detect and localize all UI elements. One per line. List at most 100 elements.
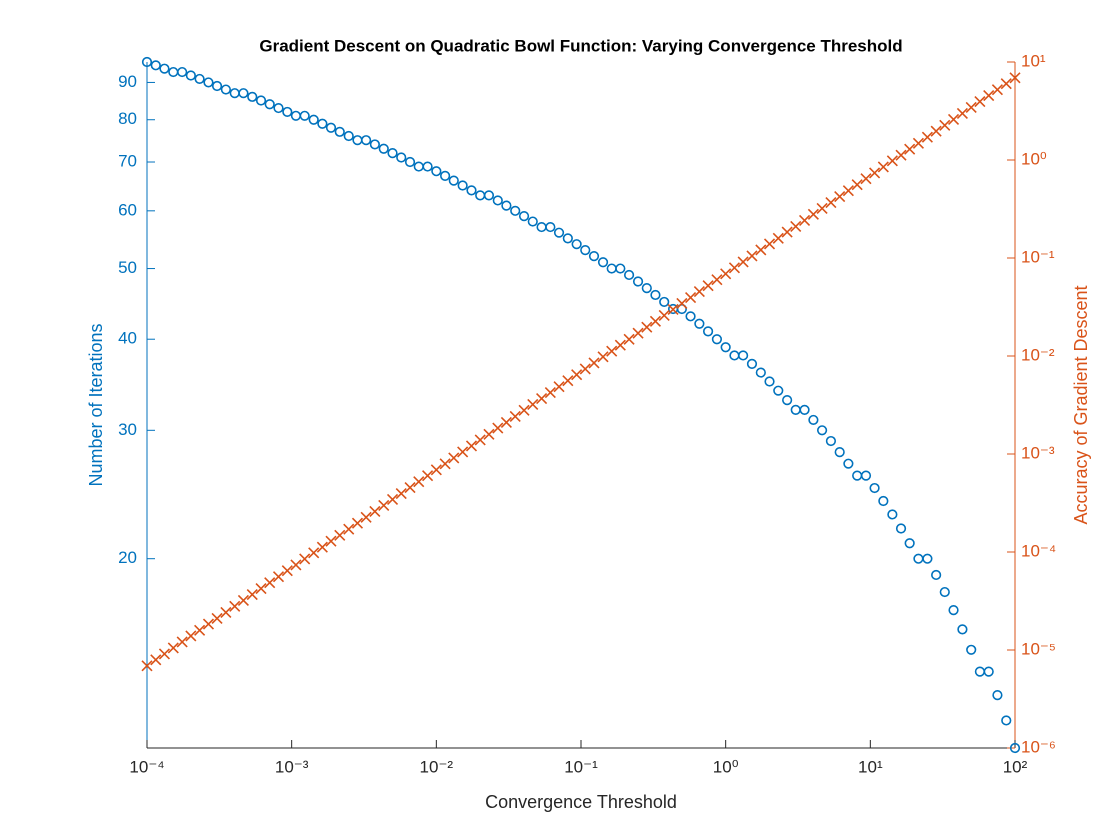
x-marker xyxy=(457,446,469,458)
x-marker xyxy=(974,95,986,108)
circle-marker xyxy=(922,553,933,564)
x-marker xyxy=(343,523,355,535)
circle-marker xyxy=(904,538,915,549)
circle-marker xyxy=(869,482,880,494)
circle-marker xyxy=(1009,742,1021,754)
x-marker xyxy=(536,392,548,405)
circle-marker xyxy=(431,166,442,177)
y-axis-label: Number of Iterations xyxy=(86,323,106,486)
circle-marker xyxy=(141,56,153,68)
circle-marker xyxy=(623,269,635,281)
circle-marker xyxy=(457,180,468,191)
circle-marker xyxy=(159,63,170,74)
circle-marker xyxy=(606,263,617,274)
x-marker xyxy=(413,476,425,488)
x-marker xyxy=(299,553,311,565)
x-marker xyxy=(702,280,714,292)
circle-marker xyxy=(194,73,205,85)
circle-marker xyxy=(676,303,687,315)
circle-marker xyxy=(378,143,389,154)
x-marker xyxy=(500,416,512,428)
x-marker xyxy=(737,256,749,268)
x-marker xyxy=(877,161,889,173)
x-marker xyxy=(886,155,898,167)
y2-axis-label: Accuracy of Gradient Descent xyxy=(1071,285,1091,524)
circle-marker xyxy=(168,66,179,78)
y2-tick-label: 10⁻¹ xyxy=(1021,247,1055,266)
x-marker xyxy=(658,309,670,322)
x-marker xyxy=(325,535,337,547)
circle-marker xyxy=(816,425,828,436)
circle-marker xyxy=(685,311,696,322)
x-marker xyxy=(465,440,478,452)
x-marker xyxy=(579,363,591,375)
y2-tick-label: 10⁻⁴ xyxy=(1021,541,1056,560)
x-marker xyxy=(763,238,776,250)
circle-marker xyxy=(413,161,424,172)
x-marker xyxy=(308,547,320,559)
x-marker xyxy=(395,487,407,500)
circle-marker xyxy=(843,458,854,469)
circle-marker xyxy=(466,185,477,196)
x-marker xyxy=(158,648,171,660)
circle-marker xyxy=(1001,715,1012,726)
x-marker xyxy=(956,107,968,119)
x-marker xyxy=(720,268,732,280)
x-marker xyxy=(185,630,197,642)
x-marker xyxy=(614,339,626,351)
y-tick-label: 20 xyxy=(118,548,137,567)
x-marker xyxy=(746,250,758,262)
y-tick-label: 40 xyxy=(118,329,137,348)
x-marker xyxy=(685,291,697,304)
x-marker xyxy=(176,636,188,648)
x-marker xyxy=(474,434,486,446)
circle-marker xyxy=(334,126,345,137)
circle-marker xyxy=(518,211,530,222)
circle-marker xyxy=(825,435,837,447)
x-marker xyxy=(667,303,679,315)
x-tick-label: 10⁻⁴ xyxy=(129,757,164,776)
circle-marker xyxy=(641,283,652,294)
x-tick-label: 10⁻³ xyxy=(275,757,309,776)
circle-marker xyxy=(790,404,801,415)
x-marker xyxy=(422,470,434,482)
chart-title: Gradient Descent on Quadratic Bowl Funct… xyxy=(259,36,902,55)
x-marker xyxy=(860,173,872,185)
x-marker xyxy=(912,137,924,149)
x-tick-label: 10⁻² xyxy=(420,757,454,776)
circle-marker xyxy=(974,666,986,677)
x-marker xyxy=(509,410,521,422)
x-marker xyxy=(246,588,258,601)
y2-tick-label: 10⁻³ xyxy=(1021,443,1055,462)
circle-marker xyxy=(317,118,328,129)
circle-marker xyxy=(527,216,538,227)
x-marker xyxy=(553,381,565,393)
circle-marker xyxy=(571,239,582,250)
x-marker xyxy=(369,505,381,518)
circle-marker xyxy=(290,110,302,121)
circle-marker xyxy=(711,334,723,345)
x-marker xyxy=(492,422,504,434)
x-marker xyxy=(851,179,863,191)
circle-marker xyxy=(352,135,363,146)
circle-marker xyxy=(632,276,644,287)
circle-marker xyxy=(808,414,819,426)
x-marker xyxy=(334,529,346,541)
circle-marker xyxy=(773,385,784,396)
x-marker xyxy=(316,541,328,553)
circle-marker xyxy=(694,318,705,329)
x-marker xyxy=(939,119,951,131)
x-marker xyxy=(430,464,442,476)
x-marker xyxy=(895,149,907,161)
circle-marker xyxy=(177,66,188,78)
x-marker xyxy=(711,274,723,286)
x-marker xyxy=(807,208,819,220)
circle-marker xyxy=(887,509,898,520)
circle-marker xyxy=(492,195,503,206)
x-marker xyxy=(483,428,495,440)
circle-marker xyxy=(299,110,310,121)
circle-marker xyxy=(220,84,231,95)
circle-marker xyxy=(553,227,565,238)
circle-marker xyxy=(992,690,1003,701)
